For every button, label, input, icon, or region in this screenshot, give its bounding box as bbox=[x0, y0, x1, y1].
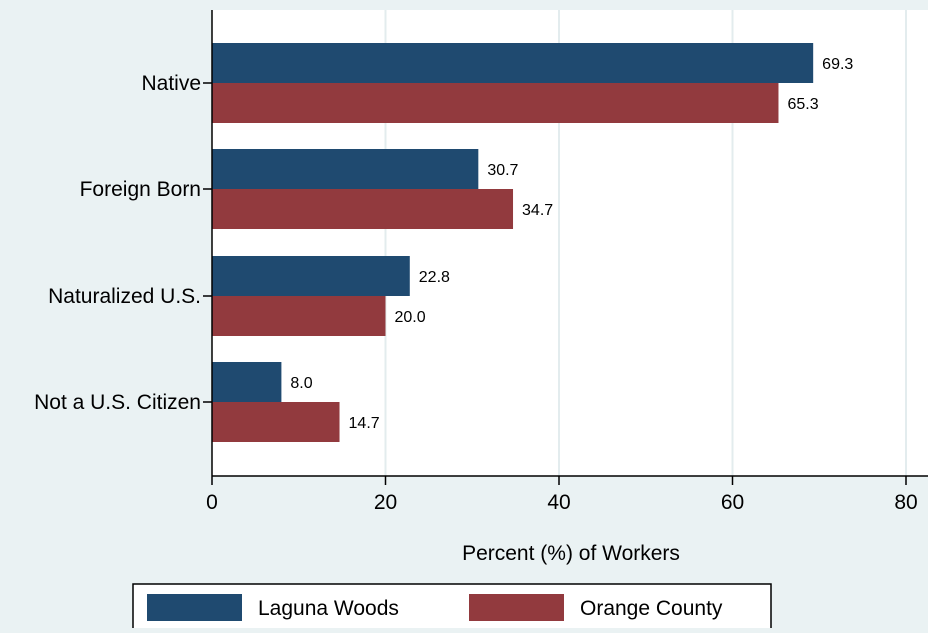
data-label: 30.7 bbox=[487, 162, 518, 179]
x-axis-title: Percent (%) of Workers bbox=[462, 542, 680, 565]
legend: Laguna Woods Orange County bbox=[147, 594, 723, 621]
x-tick-label: 80 bbox=[894, 491, 917, 514]
x-tick-label: 60 bbox=[721, 491, 744, 514]
legend-label: Laguna Woods bbox=[258, 597, 399, 620]
bar bbox=[212, 402, 340, 442]
legend-label: Orange County bbox=[580, 597, 723, 620]
bar bbox=[212, 256, 410, 296]
data-label: 69.3 bbox=[822, 56, 853, 73]
x-tick-label: 40 bbox=[547, 491, 570, 514]
data-label: 14.7 bbox=[349, 415, 380, 432]
data-label: 65.3 bbox=[787, 96, 818, 113]
data-label: 34.7 bbox=[522, 202, 553, 219]
data-label: 8.0 bbox=[290, 375, 312, 392]
category-label: Native bbox=[141, 72, 201, 95]
x-tick-label: 20 bbox=[374, 491, 397, 514]
category-label: Not a U.S. Citizen bbox=[34, 391, 201, 414]
legend-swatch bbox=[469, 594, 564, 621]
bar bbox=[212, 189, 514, 229]
bar bbox=[212, 296, 386, 336]
data-label: 20.0 bbox=[395, 309, 426, 326]
bar bbox=[212, 43, 814, 83]
category-label: Foreign Born bbox=[80, 178, 201, 201]
bar bbox=[212, 149, 479, 189]
data-label: 22.8 bbox=[419, 269, 450, 286]
bar bbox=[212, 83, 779, 123]
legend-swatch bbox=[147, 594, 242, 621]
x-tick-label: 0 bbox=[206, 491, 218, 514]
category-label: Naturalized U.S. bbox=[48, 285, 201, 308]
legend-box bbox=[132, 583, 772, 633]
bar bbox=[212, 362, 282, 402]
